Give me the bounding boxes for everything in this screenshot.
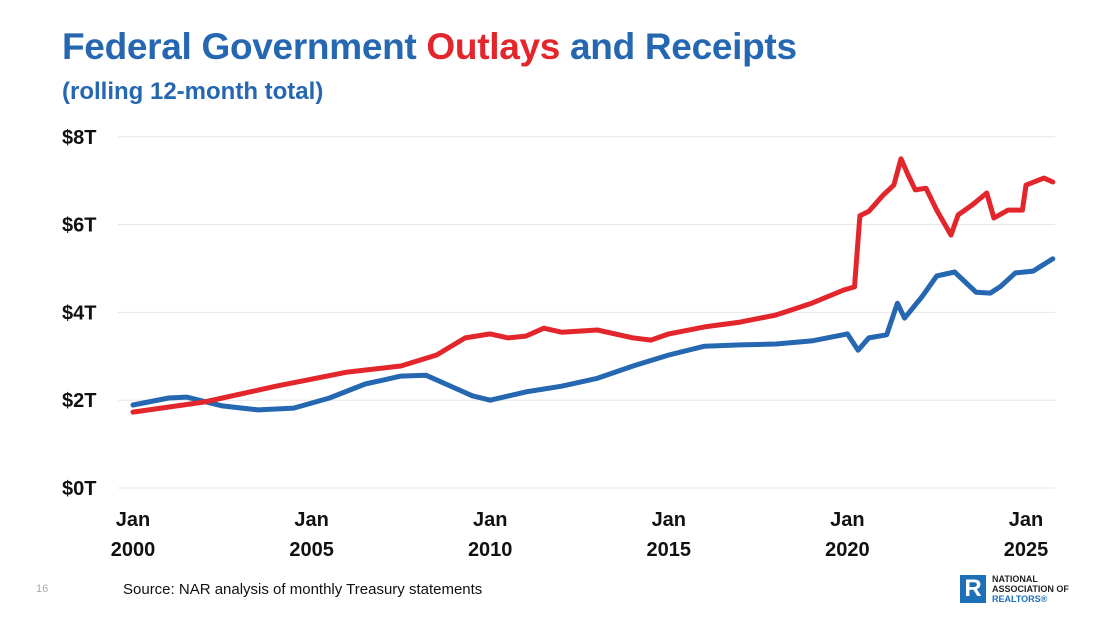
x-tick-label: Jan (473, 509, 507, 531)
y-tick-label: $6T (62, 215, 96, 237)
page-number: 16 (36, 583, 49, 595)
x-tick-label: 2015 (647, 539, 692, 561)
x-tick-label: Jan (294, 509, 328, 531)
x-tick-label: 2020 (825, 539, 870, 561)
nar-logo: R NATIONAL ASSOCIATION OF REALTORS® (960, 574, 1069, 604)
logo-line: ASSOCIATION OF (992, 584, 1069, 594)
x-tick-label: 2000 (111, 539, 156, 561)
logo-line: NATIONAL (992, 574, 1038, 584)
realtor-r-icon: R (960, 575, 986, 603)
y-tick-label: $8T (62, 127, 96, 149)
logo-line: REALTORS® (992, 594, 1048, 604)
x-tick-label: Jan (652, 509, 686, 531)
chart-title: Federal Government Outlays and Receipts (62, 26, 797, 68)
x-tick-label: Jan (1009, 509, 1043, 531)
x-tick-label: 2025 (1004, 539, 1049, 561)
source-note: Source: NAR analysis of monthly Treasury… (123, 581, 483, 598)
y-tick-label: $0T (62, 478, 96, 500)
title-part: Federal Government (62, 26, 427, 67)
y-tick-label: $4T (62, 302, 96, 324)
y-tick-label: $2T (62, 390, 96, 412)
x-tick-label: Jan (116, 509, 150, 531)
x-tick-label: Jan (830, 509, 864, 531)
title-outlays: Outlays (426, 26, 561, 67)
chart-subtitle: (rolling 12-month total) (62, 78, 324, 105)
series-line-outlays (130, 156, 1056, 415)
title-part: and Receipts (560, 26, 797, 67)
series-line-receipts (130, 256, 1056, 413)
x-tick-label: 2005 (289, 539, 334, 561)
x-tick-label: 2010 (468, 539, 513, 561)
